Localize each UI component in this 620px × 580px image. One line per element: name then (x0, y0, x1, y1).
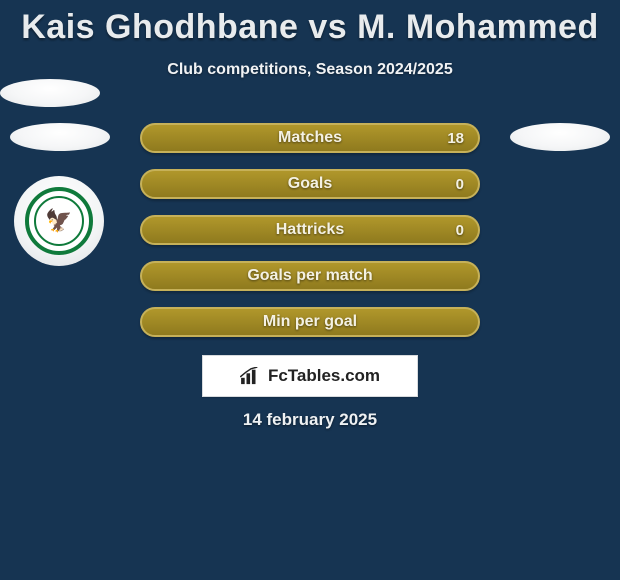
konyaspor-crest-icon: 🦅 (25, 187, 93, 255)
stat-label: Goals (142, 171, 478, 197)
player-left-avatar (10, 123, 110, 151)
stat-bar-hattricks: Hattricks 0 (140, 215, 480, 245)
eagle-icon: 🦅 (45, 210, 72, 232)
stat-bar-matches: Matches 18 (140, 123, 480, 153)
snapshot-date: 14 february 2025 (0, 410, 620, 430)
stat-label: Goals per match (142, 263, 478, 289)
player-right-club-badge (0, 79, 100, 107)
stat-bar-goals: Goals 0 (140, 169, 480, 199)
page-title: Kais Ghodhbane vs M. Mohammed (0, 0, 620, 47)
player-left-club-badge: 🦅 (14, 176, 104, 266)
brand-name: FcTables.com (268, 366, 380, 386)
stat-value: 0 (456, 171, 464, 197)
brand-watermark: FcTables.com (202, 355, 418, 397)
stat-value: 0 (456, 217, 464, 243)
player-right-avatar (510, 123, 610, 151)
stat-bar-min-per-goal: Min per goal (140, 307, 480, 337)
stat-label: Matches (142, 125, 478, 151)
stat-label: Min per goal (142, 309, 478, 335)
stat-value: 18 (447, 125, 464, 151)
stat-label: Hattricks (142, 217, 478, 243)
season-subtitle: Club competitions, Season 2024/2025 (0, 61, 620, 79)
bar-chart-icon (240, 367, 262, 385)
stat-bar-goals-per-match: Goals per match (140, 261, 480, 291)
stats-bar-group: Matches 18 Goals 0 Hattricks 0 Goals per… (140, 123, 480, 353)
